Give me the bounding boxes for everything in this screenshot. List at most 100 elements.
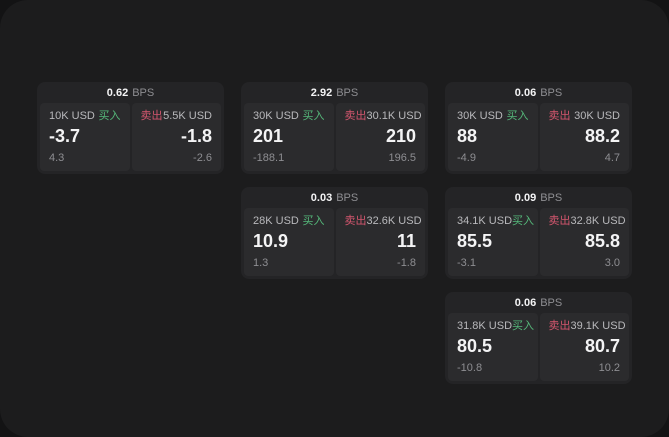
- bps-value: 0.62: [106, 86, 129, 99]
- sell-amount-label: 30K USD: [574, 110, 620, 122]
- sell-tile[interactable]: 卖出 5.5K USD -1.8 -2.6: [131, 103, 221, 171]
- card-body: 30K USD 买入 88 -4.9 卖出 30K USD 88.2 4.7: [448, 103, 629, 171]
- buy-side-label: 买入: [302, 110, 325, 122]
- buy-amount-label: 30K USD: [457, 110, 503, 122]
- buy-tile-header: 10K USD 买入: [49, 110, 121, 123]
- sell-sub-value: 10.2: [598, 362, 620, 374]
- buy-tile[interactable]: 30K USD 买入 201 -188.1: [244, 103, 334, 171]
- sell-tile[interactable]: 卖出 30.1K USD 210 196.5: [335, 103, 425, 171]
- buy-tile[interactable]: 31.8K USD 买入 80.5 -10.8: [448, 313, 538, 381]
- card-body: 10K USD 买入 -3.7 4.3 卖出 5.5K USD -1.8 -2.…: [40, 103, 221, 171]
- sell-side-label: 卖出: [548, 320, 571, 332]
- buy-tile[interactable]: 34.1K USD 买入 85.5 -3.1: [448, 208, 538, 276]
- buy-side-label: 买入: [98, 110, 121, 122]
- sell-tile-header: 卖出 30K USD: [549, 110, 621, 123]
- sell-price-value: 11: [396, 231, 416, 251]
- buy-price-value: 201: [253, 126, 284, 146]
- buy-sub-value: 4.3: [49, 152, 65, 164]
- card-header: 2.92 BPS: [244, 82, 425, 103]
- buy-sub-value: -188.1: [253, 152, 285, 164]
- buy-price-value: 85.5: [457, 231, 493, 251]
- sell-tile-header: 卖出 32.8K USD: [548, 215, 626, 228]
- buy-side-label: 买入: [506, 110, 529, 122]
- card-body: 34.1K USD 买入 85.5 -3.1 卖出 32.8K USD 85.8…: [448, 208, 629, 276]
- buy-amount-label: 31.8K USD: [457, 320, 513, 332]
- sell-side-label: 卖出: [344, 110, 367, 122]
- card-body: 30K USD 买入 201 -188.1 卖出 30.1K USD 210 1…: [244, 103, 425, 171]
- buy-tile-header: 28K USD 买入: [253, 215, 325, 228]
- sell-price-value: 85.8: [584, 231, 620, 251]
- sell-tile[interactable]: 卖出 32.6K USD 11 -1.8: [335, 208, 425, 276]
- sell-tile-header: 卖出 39.1K USD: [548, 320, 626, 333]
- card-header: 0.06 BPS: [448, 292, 629, 313]
- buy-amount-label: 30K USD: [253, 110, 299, 122]
- buy-tile-header: 34.1K USD 买入: [457, 215, 534, 228]
- buy-tile-header: 30K USD 买入: [253, 110, 325, 123]
- sell-side-label: 卖出: [548, 110, 571, 122]
- quote-card[interactable]: 0.06 BPS 31.8K USD 买入 80.5 -10.8 卖出 39.1…: [445, 292, 632, 384]
- buy-sub-value: -10.8: [457, 362, 483, 374]
- quote-card[interactable]: 0.09 BPS 34.1K USD 买入 85.5 -3.1 卖出 32.8K…: [445, 187, 632, 279]
- buy-side-label: 买入: [512, 215, 535, 227]
- buy-tile-header: 31.8K USD 买入: [457, 320, 534, 333]
- buy-tile-header: 30K USD 买入: [457, 110, 529, 123]
- quote-card[interactable]: 0.06 BPS 30K USD 买入 88 -4.9 卖出 30K USD 8…: [445, 82, 632, 174]
- sell-amount-label: 5.5K USD: [163, 110, 212, 122]
- quote-card[interactable]: 0.03 BPS 28K USD 买入 10.9 1.3 卖出 32.6K US…: [241, 187, 428, 279]
- buy-side-label: 买入: [302, 215, 325, 227]
- sell-price-value: 80.7: [584, 336, 620, 356]
- sell-sub-value: 196.5: [388, 152, 416, 164]
- sell-tile-header: 卖出 32.6K USD: [344, 215, 422, 228]
- sell-amount-label: 32.6K USD: [366, 215, 422, 227]
- sell-sub-value: -2.6: [193, 152, 212, 164]
- bps-unit: BPS: [540, 86, 563, 99]
- card-header: 0.06 BPS: [448, 82, 629, 103]
- card-header: 0.03 BPS: [244, 187, 425, 208]
- sell-tile-header: 卖出 5.5K USD: [141, 110, 213, 123]
- card-body: 31.8K USD 买入 80.5 -10.8 卖出 39.1K USD 80.…: [448, 313, 629, 381]
- buy-price-value: 80.5: [457, 336, 493, 356]
- sell-tile-header: 卖出 30.1K USD: [344, 110, 422, 123]
- sell-tile[interactable]: 卖出 30K USD 88.2 4.7: [539, 103, 629, 171]
- card-body: 28K USD 买入 10.9 1.3 卖出 32.6K USD 11 -1.8: [244, 208, 425, 276]
- sell-price-value: 88.2: [584, 126, 620, 146]
- sell-tile[interactable]: 卖出 39.1K USD 80.7 10.2: [539, 313, 629, 381]
- bps-value: 0.09: [514, 191, 537, 204]
- bps-unit: BPS: [336, 191, 359, 204]
- buy-amount-label: 28K USD: [253, 215, 299, 227]
- buy-sub-value: -4.9: [457, 152, 476, 164]
- bps-value: 2.92: [310, 86, 333, 99]
- buy-tile[interactable]: 10K USD 买入 -3.7 4.3: [40, 103, 130, 171]
- sell-sub-value: 4.7: [604, 152, 620, 164]
- sell-side-label: 卖出: [140, 110, 163, 122]
- bps-unit: BPS: [336, 86, 359, 99]
- quotes-grid: 0.62 BPS 10K USD 买入 -3.7 4.3 卖出 5.5K USD…: [37, 82, 632, 384]
- buy-price-value: 88: [457, 126, 478, 146]
- buy-sub-value: -3.1: [457, 257, 476, 269]
- sell-amount-label: 32.8K USD: [570, 215, 626, 227]
- sell-side-label: 卖出: [344, 215, 367, 227]
- buy-amount-label: 34.1K USD: [457, 215, 513, 227]
- sell-amount-label: 39.1K USD: [570, 320, 626, 332]
- buy-tile[interactable]: 30K USD 买入 88 -4.9: [448, 103, 538, 171]
- sell-sub-value: -1.8: [397, 257, 416, 269]
- quote-card[interactable]: 2.92 BPS 30K USD 买入 201 -188.1 卖出 30.1K …: [241, 82, 428, 174]
- bps-unit: BPS: [132, 86, 155, 99]
- card-header: 0.09 BPS: [448, 187, 629, 208]
- buy-amount-label: 10K USD: [49, 110, 95, 122]
- sell-side-label: 卖出: [548, 215, 571, 227]
- bps-value: 0.06: [514, 86, 537, 99]
- bps-unit: BPS: [540, 191, 563, 204]
- buy-price-value: 10.9: [253, 231, 289, 251]
- card-header: 0.62 BPS: [40, 82, 221, 103]
- quote-card[interactable]: 0.62 BPS 10K USD 买入 -3.7 4.3 卖出 5.5K USD…: [37, 82, 224, 174]
- sell-tile[interactable]: 卖出 32.8K USD 85.8 3.0: [539, 208, 629, 276]
- bps-value: 0.03: [310, 191, 333, 204]
- buy-price-value: -3.7: [49, 126, 81, 146]
- buy-sub-value: 1.3: [253, 257, 269, 269]
- bps-unit: BPS: [540, 296, 563, 309]
- sell-amount-label: 30.1K USD: [366, 110, 422, 122]
- buy-side-label: 买入: [512, 320, 535, 332]
- buy-tile[interactable]: 28K USD 买入 10.9 1.3: [244, 208, 334, 276]
